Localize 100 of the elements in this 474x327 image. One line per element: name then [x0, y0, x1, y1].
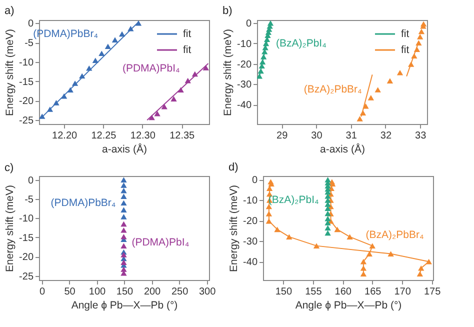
point	[388, 251, 394, 256]
y-tick-label: 0	[28, 175, 34, 186]
x-axis-title: a-axis (Å)	[320, 142, 365, 156]
y-tick-label: -40	[243, 257, 258, 268]
point	[112, 37, 118, 42]
y-tick-label: -10	[237, 38, 252, 50]
point	[154, 110, 160, 116]
point	[324, 177, 331, 182]
y-tick-label: -5	[24, 194, 34, 206]
x-tick-label: 31	[346, 130, 358, 142]
x-tick-label: 150	[275, 286, 292, 298]
x-tick-label: 175	[424, 286, 442, 298]
point	[324, 210, 331, 216]
y-tick-label: -5	[24, 38, 34, 50]
chart-title: a)	[4, 5, 14, 18]
point	[266, 218, 272, 224]
y-tick-label: -20	[237, 59, 252, 70]
y-tick-label: -25	[19, 271, 34, 282]
chart-title: c)	[4, 162, 14, 174]
point	[426, 258, 432, 264]
point	[416, 34, 424, 40]
y-axis-title: Energy shift (meV)	[228, 185, 240, 272]
x-tick-label: 155	[305, 286, 322, 298]
point	[324, 225, 331, 230]
point	[120, 227, 127, 233]
point	[334, 226, 340, 232]
x-tick-label: 170	[394, 286, 412, 298]
point	[120, 194, 127, 200]
legend-label: fit	[401, 28, 410, 40]
x-tick-label: 12.30	[130, 130, 156, 142]
point	[356, 116, 363, 122]
legend-label: fit	[401, 44, 410, 56]
point	[120, 188, 127, 194]
y-tick-label: 0	[252, 175, 258, 186]
x-tick-label: 29	[276, 130, 288, 142]
chart-title: b)	[222, 5, 232, 18]
point	[368, 95, 374, 100]
x-tick-label: 33	[415, 130, 427, 142]
y-tick-label: -10	[19, 57, 34, 68]
y-tick-label: -10	[19, 214, 34, 225]
y-tick-label: -40	[237, 100, 252, 112]
series-label: (BzA)₂PbBr₄	[366, 228, 424, 241]
y-tick-label: -10	[243, 196, 258, 207]
legend-label: fit	[183, 28, 192, 40]
x-tick-label: 250	[171, 286, 189, 298]
x-axis-title: a-axis (Å)	[102, 142, 147, 156]
point	[418, 265, 424, 271]
point	[324, 216, 331, 222]
x-tick-label: 12.25	[91, 130, 117, 142]
x-tick-label: 30	[311, 130, 323, 142]
x-axis-title: Angle ϕ Pb—X—Pb (°)	[71, 300, 178, 312]
y-tick-label: -30	[243, 236, 258, 248]
y-axis-title: Energy shift (meV)	[4, 29, 16, 116]
point	[120, 252, 127, 258]
y-tick-label: -20	[19, 252, 34, 264]
point	[324, 230, 331, 236]
point	[120, 243, 127, 249]
point	[360, 265, 367, 271]
series-label: (BzA)₂PbBr₄	[304, 84, 362, 96]
point	[346, 234, 353, 240]
y-tick-label: -15	[19, 232, 34, 244]
y-tick-label: -25	[19, 116, 34, 127]
point	[369, 243, 376, 248]
point	[360, 271, 367, 277]
point	[86, 65, 92, 71]
point	[120, 182, 127, 188]
y-tick-label: 0	[246, 18, 252, 30]
y-tick-label: -20	[243, 216, 258, 228]
x-tick-label: 12.20	[52, 130, 78, 142]
point	[170, 96, 177, 102]
point	[120, 214, 127, 220]
y-axis-title: Energy shift (meV)	[4, 185, 16, 272]
point	[416, 271, 424, 277]
point	[120, 266, 127, 272]
point	[202, 65, 209, 70]
point	[120, 260, 127, 266]
point	[274, 226, 280, 232]
point	[120, 207, 127, 212]
point	[120, 177, 127, 183]
chart-title: d)	[228, 162, 238, 174]
point	[396, 70, 404, 76]
x-tick-label: 165	[364, 286, 382, 298]
series-label: (BzA)₂PbI₄	[276, 37, 326, 50]
series-label: (PDMA)PbI₄	[122, 62, 180, 75]
point	[313, 243, 320, 248]
x-tick-label: 160	[334, 286, 352, 298]
point	[266, 186, 273, 191]
point	[266, 211, 272, 216]
point	[120, 200, 127, 206]
y-tick-label: -20	[19, 96, 34, 108]
x-tick-label: 100	[88, 286, 106, 298]
point	[418, 28, 425, 34]
point	[98, 50, 105, 56]
y-tick-label: -30	[237, 80, 252, 91]
point	[120, 234, 127, 240]
x-tick-label: 50	[64, 286, 76, 298]
x-tick-label: 0	[39, 286, 46, 298]
x-tick-label: 12.35	[170, 130, 196, 142]
series-label: (PDMA)PbBr₄	[50, 196, 116, 209]
point	[118, 31, 126, 37]
